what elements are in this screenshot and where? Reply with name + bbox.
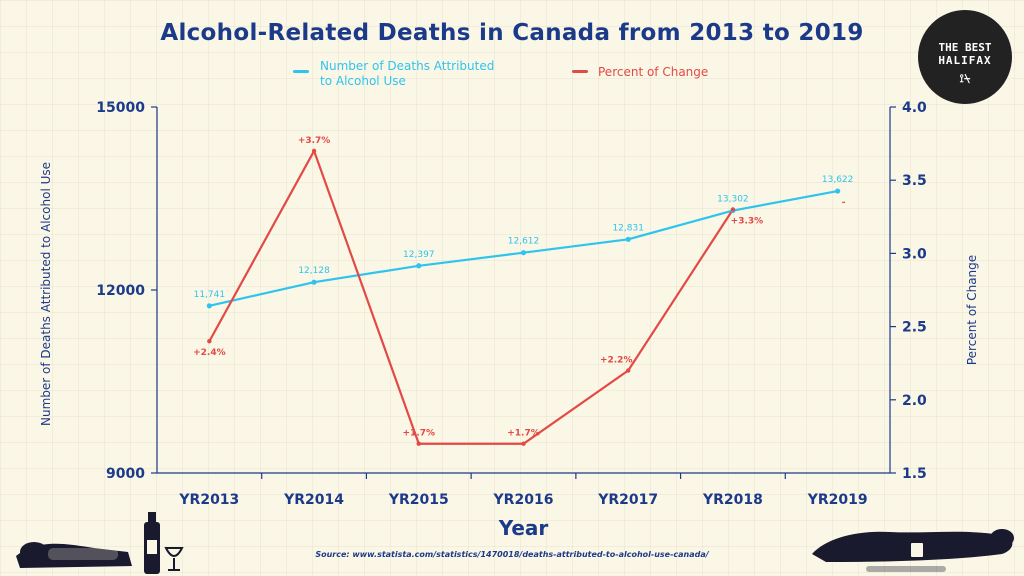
percent-data-label: - [842, 198, 846, 208]
deaths-point [416, 263, 422, 269]
axes: 9000 12000 15000 1.5 2.0 2.5 3.0 3.5 4.0 YR2013 YR… [39, 100, 979, 540]
person-with-bottle-illustration [16, 512, 184, 574]
percent-point [521, 441, 526, 446]
deaths-data-label: 13,622 [822, 175, 854, 185]
deaths-data-label: 11,741 [194, 290, 226, 300]
percent-data-label: +3.7% [298, 136, 331, 146]
legend-label-deaths-line1: Number of Deaths Attributed [320, 59, 495, 73]
x-axis-title: Year [498, 516, 549, 540]
x-tick-label: YR2015 [388, 492, 449, 508]
percent-point [730, 207, 736, 212]
chart-title: Alcohol-Related Deaths in Canada from 20… [160, 20, 864, 46]
legend-swatch-deaths [293, 70, 309, 73]
legend-label-percent: Percent of Change [598, 65, 709, 79]
percent-data-label: +3.3% [731, 216, 764, 226]
deaths-data-label: 12,397 [403, 250, 435, 260]
percent-data-label: +1.7% [403, 429, 436, 439]
y2-tick-label: 2.5 [902, 320, 927, 336]
x-tick-label: YR2016 [493, 492, 554, 508]
brand-badge-mark: ⟟⍀ [959, 72, 971, 85]
legend-label-deaths-line2: to Alcohol Use [320, 74, 406, 88]
percent-series-line [208, 148, 734, 445]
y-tick-label: 15000 [96, 100, 145, 116]
percent-data-label: +2.4% [193, 348, 226, 358]
x-tick-label: YR2018 [702, 492, 763, 508]
y-tick-label: 9000 [106, 466, 145, 482]
percent-data-label: +2.2% [600, 356, 633, 366]
x-tick-label: YR2017 [597, 492, 658, 508]
percent-point [207, 339, 212, 344]
y2-tick-label: 4.0 [902, 100, 927, 116]
y2-tick-label: 2.0 [902, 393, 927, 409]
legend-swatch-percent [572, 70, 588, 73]
person-lying-illustration [812, 529, 1014, 572]
y-axis-title: Number of Deaths Attributed to Alcohol U… [39, 162, 53, 426]
percent-point [626, 368, 631, 373]
deaths-point [625, 236, 631, 242]
percent-point [416, 441, 421, 446]
percent-point [311, 148, 317, 154]
x-tick-label: YR2019 [807, 492, 868, 508]
y2-axis-title: Percent of Change [965, 255, 979, 365]
series-points [206, 148, 841, 446]
percent-data-label: +1.7% [507, 429, 540, 439]
brand-badge-line1: THE BEST [938, 41, 992, 54]
brand-badge-line2: HALIFAX [938, 54, 992, 67]
y2-tick-label: 3.5 [902, 173, 927, 189]
y2-tick-label: 1.5 [902, 466, 927, 482]
deaths-data-label: 12,128 [298, 266, 330, 276]
y2-tick-label: 3.0 [902, 246, 927, 262]
source-note: Source: www.statista.com/statistics/1470… [315, 550, 709, 559]
deaths-series-line [209, 189, 838, 307]
deaths-data-label: 12,831 [612, 223, 644, 233]
x-tick-label: YR2013 [178, 492, 239, 508]
deaths-point [835, 188, 841, 194]
deaths-point [311, 279, 317, 285]
deaths-data-label: 12,612 [508, 237, 540, 247]
deaths-data-label: 13,302 [717, 195, 749, 205]
x-tick-label: YR2014 [283, 492, 344, 508]
y-tick-label: 12000 [96, 283, 145, 299]
deaths-point [206, 303, 212, 309]
brand-badge: THE BEST HALIFAX ⟟⍀ [918, 10, 1012, 104]
deaths-point [520, 250, 527, 256]
data-labels: 11,741 12,128 12,397 12,612 12,831 13,302 13,6… [193, 136, 853, 439]
